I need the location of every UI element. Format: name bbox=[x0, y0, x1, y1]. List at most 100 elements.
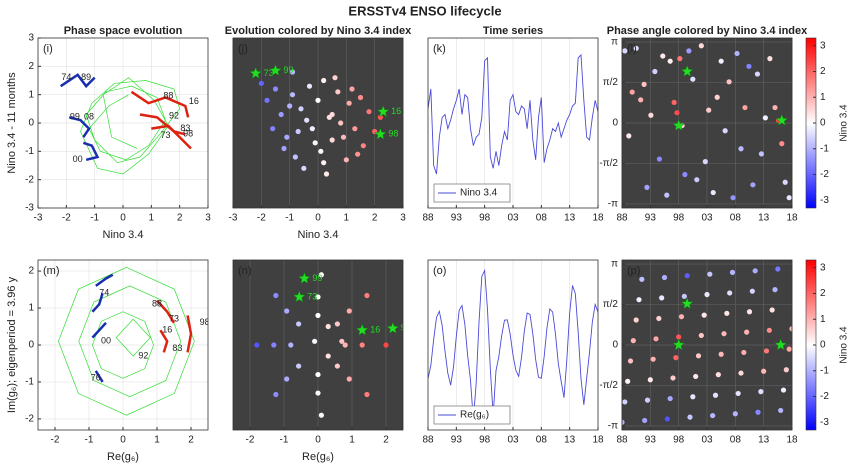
scatter-point bbox=[644, 184, 650, 190]
event-segment bbox=[91, 321, 107, 339]
event-label: 99 bbox=[70, 112, 80, 122]
y-tick-label: 2 bbox=[28, 266, 34, 277]
scatter-point bbox=[648, 112, 654, 118]
scatter-point bbox=[622, 48, 628, 54]
colorbar-tick-label: 2 bbox=[820, 66, 826, 77]
scatter-point bbox=[325, 353, 331, 359]
scatter-point bbox=[746, 309, 753, 315]
scatter-point bbox=[647, 377, 653, 383]
x-tick-label: 98 bbox=[479, 213, 491, 224]
star-label: 98 bbox=[388, 129, 398, 139]
plot-frame bbox=[621, 37, 793, 209]
star-marker bbox=[672, 118, 686, 131]
scatter-point bbox=[674, 110, 680, 116]
colorbar-tick-label: 0 bbox=[820, 118, 826, 129]
scatter-point bbox=[710, 189, 716, 196]
scatter-point bbox=[772, 287, 778, 293]
event-label: 08 bbox=[84, 112, 94, 122]
y-tick-label: 0 bbox=[612, 340, 618, 351]
scatter-point bbox=[343, 157, 349, 163]
star-marker bbox=[355, 323, 369, 336]
scatter-point bbox=[355, 151, 361, 157]
plot-area: 73 99 16 98 bbox=[249, 63, 401, 177]
x-tick-label: 03 bbox=[701, 213, 713, 224]
x-tick-label: 13 bbox=[564, 435, 576, 446]
y-tick-label: π/2 bbox=[603, 299, 619, 310]
x-tick-label: 03 bbox=[507, 435, 519, 446]
event-segment bbox=[95, 273, 114, 287]
scatter-point bbox=[783, 367, 789, 373]
plot-area bbox=[622, 43, 792, 201]
x-tick-label: 2 bbox=[383, 435, 389, 446]
scatter-point bbox=[772, 104, 778, 111]
scatter-point bbox=[656, 156, 663, 162]
scatter-point bbox=[315, 312, 321, 319]
y-tick-label: 0 bbox=[28, 340, 34, 351]
star-label: 73 bbox=[307, 291, 317, 301]
x-tick-label: 18 bbox=[786, 213, 798, 224]
scatter-point bbox=[724, 310, 730, 316]
scatter-point bbox=[676, 334, 682, 340]
event-label: 00 bbox=[73, 154, 83, 164]
scatter-point bbox=[315, 294, 321, 300]
scatter-point bbox=[334, 321, 340, 327]
scatter-point bbox=[702, 159, 708, 165]
x-tick-label: 1 bbox=[149, 213, 155, 224]
scatter-point bbox=[686, 48, 692, 54]
scatter-point bbox=[726, 79, 732, 85]
x-tick-label: -2 bbox=[257, 213, 266, 224]
scatter-point bbox=[721, 331, 727, 337]
scatter-point bbox=[707, 271, 713, 277]
x-tick-label: 2 bbox=[177, 213, 183, 224]
scatter-point bbox=[642, 417, 648, 424]
x-tick-label: 0 bbox=[315, 213, 321, 224]
scatter-point bbox=[315, 97, 321, 103]
plot-area: 99 73 16 98 bbox=[254, 271, 403, 418]
event-segment bbox=[68, 116, 91, 138]
scatter-point bbox=[349, 86, 355, 92]
scatter-point bbox=[701, 312, 707, 318]
scatter-point bbox=[671, 99, 677, 105]
scatter-point bbox=[766, 327, 772, 333]
scatter-point bbox=[758, 151, 765, 157]
scatter-point bbox=[746, 63, 752, 69]
x-tick-label: 1 bbox=[349, 435, 355, 446]
plot-frame bbox=[427, 259, 599, 431]
scatter-point bbox=[667, 395, 673, 402]
x-tick-label: 13 bbox=[758, 435, 770, 446]
event-segment bbox=[94, 370, 104, 383]
scatter-point bbox=[741, 349, 747, 356]
scatter-point bbox=[752, 268, 758, 274]
event-segment bbox=[91, 292, 104, 313]
x-tick-label: 0 bbox=[120, 435, 126, 446]
y-tick-label: -1 bbox=[25, 377, 34, 388]
scatter-point bbox=[744, 329, 750, 335]
panel-title: Phase angle colored by Nino 3.4 index bbox=[607, 25, 808, 37]
x-tick-label: 93 bbox=[645, 213, 657, 224]
scatter-point bbox=[346, 376, 352, 382]
event-segment bbox=[82, 141, 100, 162]
x-tick-label: 93 bbox=[451, 213, 463, 224]
scatter-point bbox=[653, 336, 659, 342]
scatter-point bbox=[334, 363, 340, 369]
scatter-point bbox=[364, 391, 370, 398]
star-marker bbox=[386, 321, 400, 334]
scatter-point bbox=[383, 342, 389, 348]
event-label: 16 bbox=[189, 96, 199, 106]
x-tick-label: -2 bbox=[62, 213, 71, 224]
scatter-point bbox=[755, 409, 761, 415]
scatter-point bbox=[295, 128, 301, 135]
scatter-point bbox=[284, 308, 290, 314]
scatter-point bbox=[340, 134, 347, 140]
scatter-point bbox=[682, 171, 688, 178]
y-tick-label: -3 bbox=[25, 203, 34, 214]
scatter-point bbox=[750, 182, 756, 188]
event-label: 74 bbox=[99, 288, 109, 298]
scatter-point bbox=[625, 378, 631, 384]
x-tick-label: 03 bbox=[507, 213, 519, 224]
scatter-point bbox=[687, 414, 693, 420]
y-tick-label: 0 bbox=[28, 118, 34, 129]
scatter-point bbox=[754, 71, 761, 77]
